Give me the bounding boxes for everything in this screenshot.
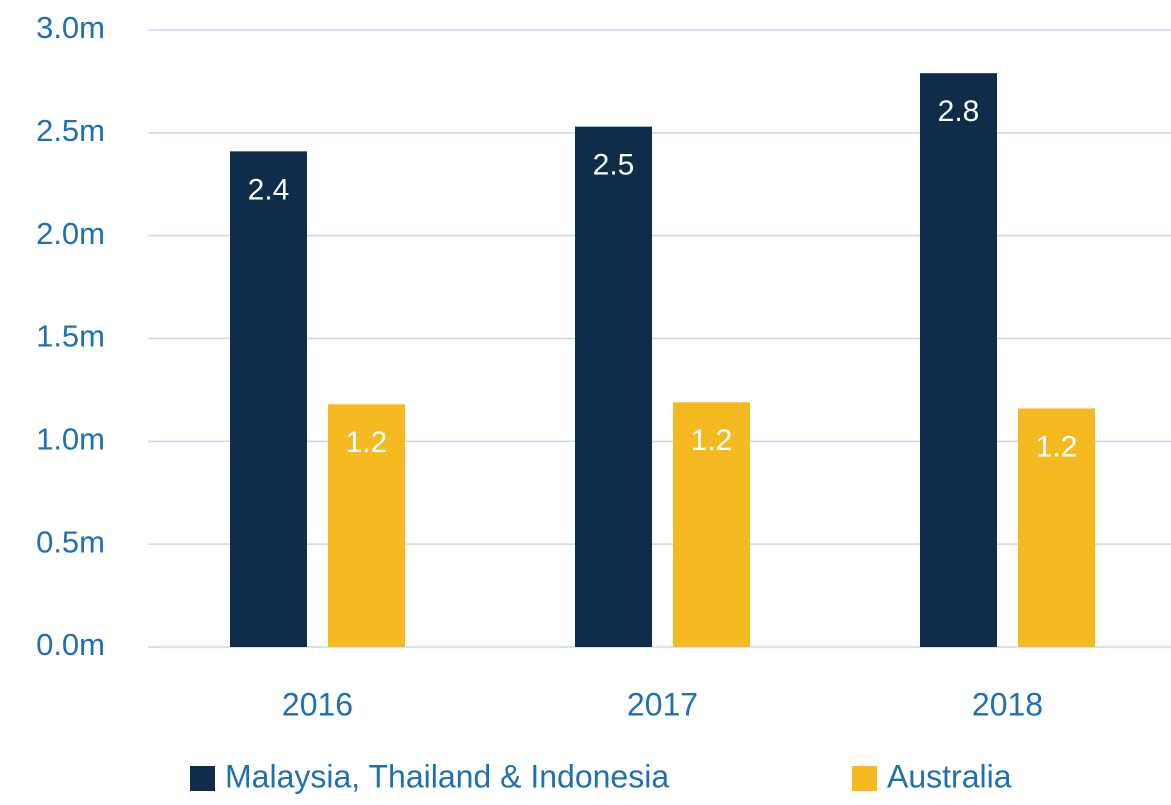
- bar: [1018, 408, 1095, 647]
- legend-swatch: [190, 766, 215, 791]
- data-label: 2.5: [593, 149, 635, 182]
- y-tick-label: 1.5m: [36, 319, 105, 354]
- bar: [230, 151, 307, 648]
- data-label: 1.2: [691, 424, 733, 457]
- bar: [575, 126, 652, 647]
- x-tick-label: 2016: [282, 686, 353, 722]
- data-label: 1.2: [346, 426, 388, 459]
- bar: [673, 402, 750, 647]
- legend-swatch: [852, 766, 877, 791]
- y-tick-label: 2.0m: [36, 216, 105, 251]
- y-tick-label: 3.0m: [36, 10, 105, 45]
- bar: [328, 404, 405, 647]
- legend-label: Malaysia, Thailand & Indonesia: [225, 758, 669, 794]
- x-tick-label: 2017: [627, 686, 698, 722]
- y-tick-label: 2.5m: [36, 113, 105, 148]
- data-label: 1.2: [1036, 430, 1078, 463]
- bar: [920, 73, 997, 647]
- data-label: 2.4: [248, 173, 290, 206]
- y-tick-label: 0.5m: [36, 524, 105, 559]
- y-tick-label: 0.0m: [36, 627, 105, 662]
- y-tick-label: 1.0m: [36, 422, 105, 457]
- x-tick-label: 2018: [972, 686, 1043, 722]
- data-label: 2.8: [938, 95, 980, 128]
- legend-label: Australia: [887, 758, 1012, 794]
